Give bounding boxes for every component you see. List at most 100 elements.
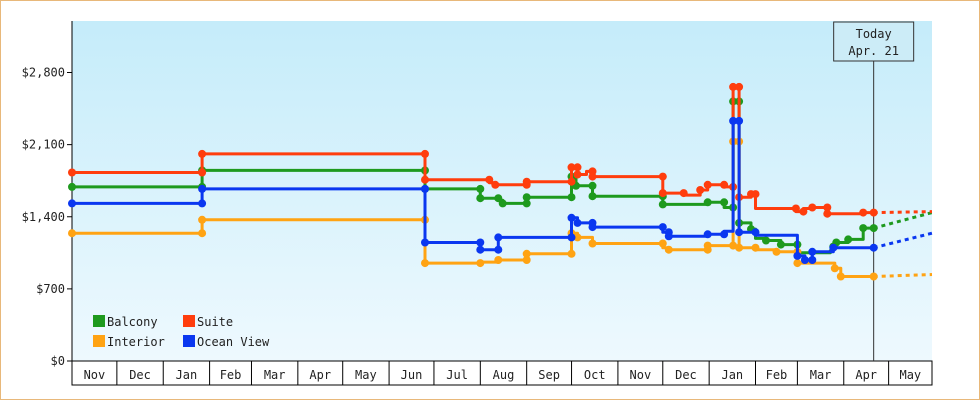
legend-swatch: [183, 315, 195, 327]
data-point[interactable]: [658, 189, 667, 198]
today-date: Apr. 21: [848, 44, 899, 58]
data-point[interactable]: [421, 184, 429, 193]
data-point[interactable]: [491, 180, 500, 189]
data-point[interactable]: [522, 249, 531, 258]
data-point[interactable]: [522, 199, 531, 208]
data-point[interactable]: [800, 256, 809, 264]
data-point[interactable]: [198, 184, 207, 193]
data-point[interactable]: [836, 272, 845, 281]
data-point[interactable]: [729, 241, 738, 250]
data-point[interactable]: [859, 208, 868, 217]
data-point[interactable]: [869, 208, 878, 217]
data-point[interactable]: [658, 172, 667, 181]
data-point[interactable]: [720, 230, 729, 239]
data-point[interactable]: [751, 190, 760, 199]
data-point[interactable]: [720, 198, 729, 207]
data-point[interactable]: [823, 209, 832, 218]
x-tick-label: Jan: [721, 368, 743, 382]
data-point[interactable]: [793, 259, 802, 268]
data-point[interactable]: [869, 224, 878, 233]
data-point[interactable]: [869, 243, 878, 252]
data-point[interactable]: [703, 180, 712, 189]
data-point[interactable]: [823, 203, 832, 212]
data-point[interactable]: [703, 241, 712, 250]
data-point[interactable]: [588, 223, 597, 232]
data-point[interactable]: [751, 228, 760, 237]
legend-label: Interior: [107, 335, 165, 349]
data-point[interactable]: [735, 116, 744, 125]
data-point[interactable]: [494, 256, 503, 264]
data-point[interactable]: [68, 182, 76, 191]
data-point[interactable]: [573, 218, 582, 227]
data-point[interactable]: [793, 251, 802, 260]
data-point[interactable]: [476, 184, 485, 193]
data-point[interactable]: [522, 177, 531, 186]
data-point[interactable]: [703, 230, 712, 239]
data-point[interactable]: [658, 223, 667, 232]
data-point[interactable]: [664, 232, 673, 241]
data-point[interactable]: [808, 203, 817, 212]
data-point[interactable]: [588, 192, 597, 201]
data-point[interactable]: [588, 181, 597, 190]
data-point[interactable]: [573, 170, 582, 179]
data-point[interactable]: [696, 186, 705, 194]
data-point[interactable]: [567, 163, 576, 172]
data-point[interactable]: [735, 228, 744, 237]
data-point[interactable]: [776, 240, 785, 249]
data-point[interactable]: [869, 272, 878, 281]
data-point[interactable]: [421, 238, 429, 247]
data-point[interactable]: [664, 245, 673, 254]
data-point[interactable]: [567, 193, 576, 202]
data-point[interactable]: [567, 213, 576, 222]
data-point[interactable]: [703, 198, 712, 207]
data-point[interactable]: [198, 168, 207, 177]
data-point[interactable]: [735, 243, 744, 252]
data-point[interactable]: [808, 247, 817, 256]
data-point[interactable]: [720, 180, 729, 189]
data-point[interactable]: [844, 235, 853, 244]
data-point[interactable]: [421, 259, 429, 268]
data-point[interactable]: [567, 177, 576, 186]
data-point[interactable]: [494, 233, 503, 242]
data-point[interactable]: [198, 215, 207, 224]
data-point[interactable]: [573, 233, 582, 242]
data-point[interactable]: [476, 259, 485, 268]
data-point[interactable]: [679, 189, 688, 198]
data-point[interactable]: [829, 243, 838, 252]
data-point[interactable]: [421, 149, 429, 158]
data-point[interactable]: [762, 236, 770, 245]
data-point[interactable]: [859, 224, 868, 233]
data-point[interactable]: [588, 172, 597, 181]
data-point[interactable]: [476, 194, 485, 203]
data-point[interactable]: [522, 193, 531, 202]
data-point[interactable]: [799, 207, 808, 216]
data-point[interactable]: [498, 199, 507, 208]
data-point[interactable]: [588, 239, 597, 248]
data-point[interactable]: [494, 194, 503, 203]
data-point[interactable]: [68, 229, 76, 238]
data-point[interactable]: [494, 245, 503, 254]
data-point[interactable]: [567, 233, 576, 242]
data-point[interactable]: [729, 116, 738, 125]
data-point[interactable]: [751, 243, 760, 252]
data-point[interactable]: [68, 199, 76, 208]
data-point[interactable]: [830, 264, 839, 273]
data-point[interactable]: [658, 239, 667, 248]
data-point[interactable]: [476, 238, 485, 247]
data-point[interactable]: [421, 175, 429, 184]
data-point[interactable]: [68, 168, 76, 177]
data-point[interactable]: [476, 245, 485, 254]
data-point[interactable]: [485, 175, 494, 184]
data-point[interactable]: [522, 256, 531, 264]
data-point[interactable]: [567, 249, 576, 258]
data-point[interactable]: [772, 247, 781, 256]
data-point[interactable]: [791, 204, 800, 213]
data-point[interactable]: [198, 199, 207, 208]
data-point[interactable]: [808, 256, 817, 264]
data-point[interactable]: [658, 200, 667, 209]
data-point[interactable]: [573, 163, 582, 172]
data-point[interactable]: [198, 229, 207, 238]
data-point[interactable]: [198, 149, 207, 158]
data-point[interactable]: [735, 82, 744, 91]
data-point[interactable]: [729, 82, 738, 91]
